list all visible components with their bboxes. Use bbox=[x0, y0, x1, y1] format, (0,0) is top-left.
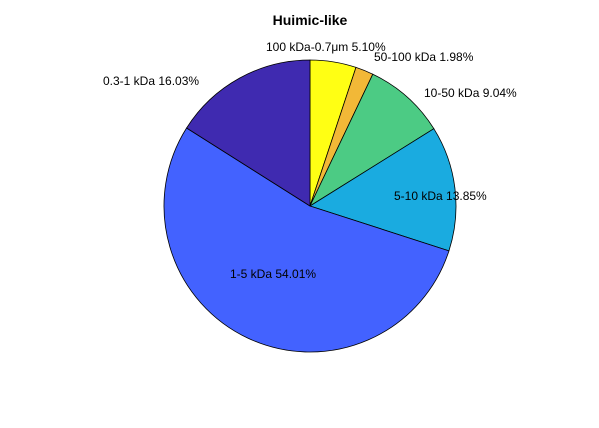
slice-label-1: 100 kDa-0.7μm 5.10% bbox=[266, 40, 386, 54]
pie-slice-5 bbox=[163, 127, 450, 353]
pie-slices bbox=[163, 59, 457, 353]
slice-label-5: 1-5 kDa 54.01% bbox=[230, 267, 316, 281]
pie-slice-3 bbox=[309, 73, 435, 208]
slice-label-3: 10-50 kDa 9.04% bbox=[424, 86, 517, 100]
slice-label-2: 50-100 kDa 1.98% bbox=[374, 50, 474, 64]
pie-slice-4 bbox=[309, 128, 457, 252]
slice-label-6: 0.3-1 kDa 16.03% bbox=[103, 74, 199, 88]
pie-labels: 100 kDa-0.7μm 5.10%50-100 kDa 1.98% 10-50… bbox=[103, 40, 517, 281]
chart-title: Huimic-like bbox=[273, 12, 348, 28]
pie-slice-6 bbox=[186, 59, 311, 207]
slice-label-4: 5-10 kDa 13.85% bbox=[394, 189, 487, 203]
